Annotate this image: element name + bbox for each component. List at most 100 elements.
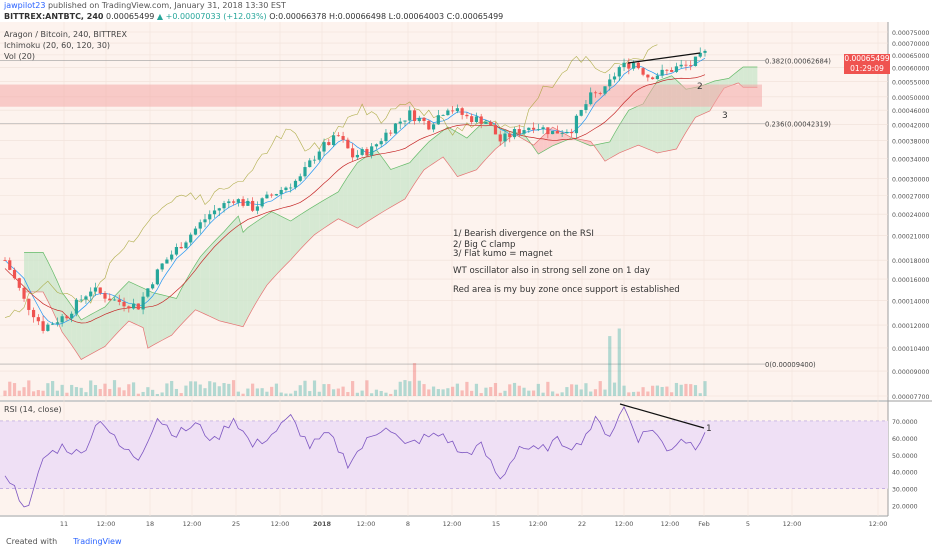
candle-body: [489, 121, 493, 126]
volume-bar: [670, 392, 674, 396]
volume-bar: [422, 384, 426, 396]
kumo-segment: [147, 290, 153, 349]
publisher-link[interactable]: jawpilot23: [4, 1, 46, 10]
candle-body: [389, 132, 393, 134]
volume-bar: [298, 385, 302, 396]
volume-bar: [665, 386, 669, 396]
candle-body: [493, 125, 498, 135]
volume-bar: [631, 391, 636, 396]
candle-body: [255, 206, 259, 211]
candle-body: [36, 317, 40, 322]
candle-body: [379, 141, 383, 145]
volume-bar: [646, 391, 650, 396]
candle-body: [612, 76, 617, 80]
marker-3: 3: [722, 111, 728, 121]
kumo-segment: [181, 280, 186, 325]
candle-body: [31, 309, 36, 318]
kumo-segment: [157, 293, 163, 343]
fib-level-label: 0(0.00009400): [765, 361, 816, 369]
candle-body: [498, 134, 502, 142]
legend-rsi[interactable]: RSI (14, close): [4, 405, 62, 414]
volume-bar: [689, 384, 693, 396]
price-tick-label: 0.00060000: [892, 66, 929, 73]
volume-bar: [179, 393, 183, 396]
candle-body: [422, 117, 426, 121]
kumo-segment: [171, 297, 177, 336]
volume-bar: [70, 384, 74, 396]
candle-body: [303, 167, 307, 177]
kumo-segment: [38, 252, 44, 292]
volume-bar: [155, 393, 159, 396]
tradingview-logo-text[interactable]: TradingView: [73, 537, 122, 546]
volume-bar: [355, 392, 359, 396]
volume-bar: [36, 390, 40, 396]
volume-bar: [136, 393, 140, 396]
note-line-5: Red area is my buy zone once support is …: [453, 285, 680, 295]
volume-bar: [360, 390, 364, 396]
candle-body: [451, 110, 455, 112]
kumo-segment: [600, 142, 605, 162]
candle-body: [222, 203, 226, 209]
volume-bar: [374, 389, 379, 396]
candle-body: [260, 198, 264, 207]
kumo-segment: [138, 285, 144, 328]
kumo-segment: [347, 169, 353, 226]
candle-body: [703, 50, 707, 53]
volume-bar: [531, 390, 536, 396]
price-tick-label: 0.00014000: [892, 298, 929, 305]
volume-bar: [493, 382, 498, 396]
kumo-segment: [352, 162, 358, 229]
kumo-segment: [328, 194, 334, 225]
volume-bar: [303, 380, 307, 396]
candle-body: [689, 65, 693, 67]
volume-bar: [98, 388, 102, 396]
candle-body: [427, 120, 431, 130]
rsi-tick-label: 50.0000: [892, 453, 918, 460]
legend-ichimoku[interactable]: Ichimoku (20, 60, 120, 30): [4, 41, 111, 50]
kumo-segment: [543, 131, 548, 152]
volume-bar: [570, 384, 574, 396]
volume-bar: [703, 381, 707, 396]
price-tick-label: 0.00050000: [892, 95, 929, 102]
kumo-segment: [233, 216, 239, 326]
candle-body: [365, 149, 369, 156]
volume-bar: [451, 386, 455, 396]
candle-body: [579, 109, 583, 116]
rsi-divergence-line: [619, 403, 705, 429]
candle-body: [298, 176, 302, 181]
kumo-segment: [124, 281, 129, 326]
price-tick-label: 0.00021000: [892, 234, 929, 241]
volume-bar: [684, 383, 688, 396]
time-tick-label: 5: [746, 520, 750, 528]
volume-bar: [474, 383, 479, 396]
volume-bar: [241, 393, 245, 396]
note-line-3: 3/ Flat kumo = magnet: [453, 249, 553, 259]
kumo-segment: [190, 264, 196, 315]
volume-bar: [246, 388, 250, 396]
candle-body: [474, 116, 479, 123]
volume-bar: [93, 385, 98, 396]
price-tick-label: 0.00027000: [892, 193, 929, 200]
kumo-segment: [428, 138, 434, 167]
time-tick-label: 8: [406, 520, 410, 528]
volume-bar: [141, 391, 145, 396]
candle-body: [617, 67, 621, 77]
kumo-segment: [266, 211, 272, 286]
candle-body: [331, 135, 336, 146]
volume-bar: [279, 392, 283, 396]
candle-body: [203, 219, 207, 223]
volume-bar: [274, 383, 279, 396]
candle-body: [522, 130, 526, 134]
candle-body: [89, 291, 93, 297]
kumo-segment: [366, 153, 372, 222]
kumo-segment: [395, 166, 401, 205]
symbol-info: BITTREX:ANTBTC, 240 0.00065499 ▲ +0.0000…: [4, 12, 503, 21]
candle-body: [460, 108, 464, 115]
volume-bar: [636, 391, 640, 396]
legend-volume[interactable]: Vol (20): [4, 52, 35, 61]
volume-bar: [289, 393, 293, 396]
candle-body: [512, 129, 517, 138]
kumo-segment: [238, 216, 244, 327]
kumo-segment: [433, 134, 439, 164]
